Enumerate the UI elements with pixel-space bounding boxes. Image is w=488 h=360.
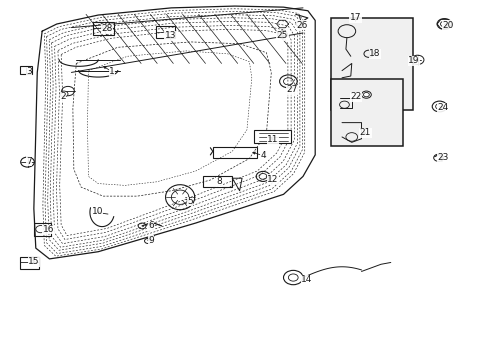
Bar — [203, 176, 232, 187]
Text: 17: 17 — [349, 13, 361, 22]
Text: 25: 25 — [276, 31, 287, 40]
Text: 18: 18 — [368, 49, 380, 58]
Bar — [20, 66, 32, 74]
Text: 27: 27 — [286, 85, 297, 94]
Text: 26: 26 — [296, 21, 307, 30]
Bar — [34, 223, 51, 235]
Text: 10: 10 — [91, 207, 103, 216]
Text: 21: 21 — [359, 128, 370, 137]
Text: 15: 15 — [28, 257, 40, 266]
Circle shape — [60, 91, 68, 97]
Text: 14: 14 — [301, 275, 312, 284]
Text: 22: 22 — [349, 92, 361, 101]
Text: 2: 2 — [60, 92, 66, 101]
Text: 20: 20 — [442, 21, 453, 30]
Circle shape — [361, 91, 370, 98]
Text: 28: 28 — [101, 24, 112, 33]
Circle shape — [363, 93, 368, 97]
Text: 9: 9 — [148, 236, 153, 245]
Text: 13: 13 — [164, 31, 176, 40]
Text: 8: 8 — [216, 177, 222, 186]
Text: 19: 19 — [407, 57, 419, 66]
Text: 7: 7 — [26, 157, 32, 166]
Bar — [330, 18, 412, 111]
Text: 11: 11 — [266, 135, 278, 144]
Bar — [254, 130, 290, 143]
Text: 23: 23 — [437, 153, 448, 162]
Text: 4: 4 — [260, 151, 265, 160]
Text: 3: 3 — [26, 67, 32, 76]
Bar — [212, 147, 256, 158]
Text: 5: 5 — [186, 197, 192, 206]
Text: 1: 1 — [109, 67, 115, 76]
Text: 12: 12 — [266, 175, 278, 184]
Text: 6: 6 — [148, 221, 153, 230]
Text: 16: 16 — [42, 225, 54, 234]
Bar — [330, 79, 403, 146]
Bar — [20, 257, 39, 269]
Text: 24: 24 — [437, 103, 448, 112]
Bar — [156, 26, 175, 39]
Bar — [93, 22, 114, 35]
